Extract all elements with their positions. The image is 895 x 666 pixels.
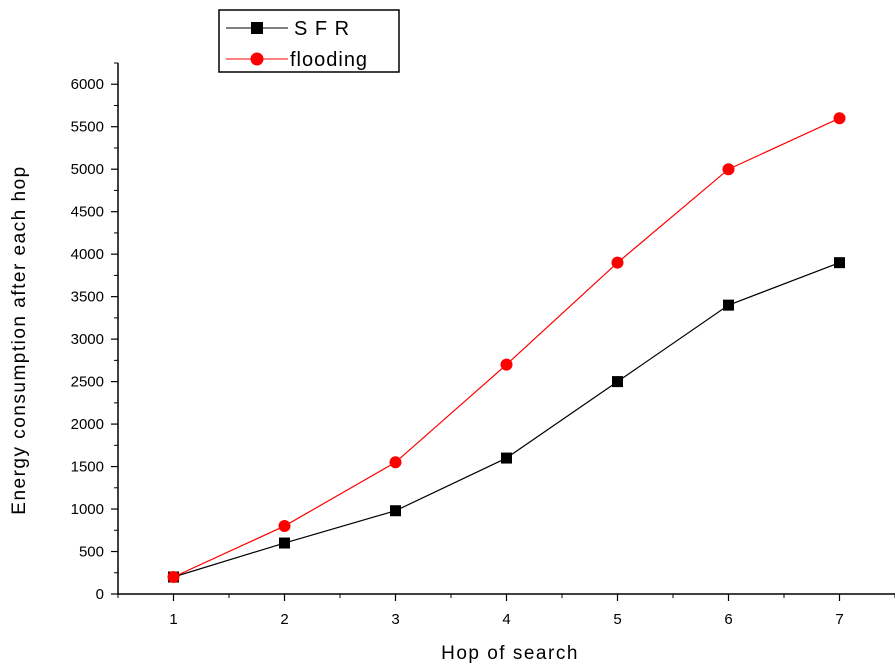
y-tick-label: 2500	[71, 374, 104, 391]
y-tick-label: 3500	[71, 289, 104, 306]
y-tick-label: 1500	[71, 459, 104, 476]
y-tick-label: 4000	[71, 246, 104, 263]
data-point-sfr	[612, 376, 623, 388]
x-tick-label: 4	[502, 611, 510, 628]
legend-label-sfr: S F R	[294, 18, 350, 40]
legend-box	[218, 9, 400, 73]
data-point-sfr	[390, 505, 401, 517]
legend-marker-flooding	[250, 52, 264, 66]
series-line-flooding	[173, 117, 840, 578]
y-tick-label: 3000	[71, 331, 104, 348]
data-point-sfr	[501, 452, 512, 464]
ticks: 0 500 1000 1500 2000 2500 3000 3500 4000 4500 5000…	[71, 62, 895, 628]
data-point-flooding	[389, 456, 402, 469]
data-point-sfr	[834, 257, 845, 269]
x-tick-label: 6	[724, 611, 732, 628]
data-point-flooding	[167, 571, 180, 584]
data-point-flooding	[500, 358, 513, 371]
x-tick-label: 7	[835, 611, 843, 628]
data-point-flooding	[833, 112, 846, 125]
y-tick-label: 2000	[71, 416, 104, 433]
y-axis-title: Energy consumption after each hop	[9, 165, 30, 514]
series-layer	[167, 112, 846, 584]
x-tick-label: 5	[613, 611, 621, 628]
x-tick-label: 1	[169, 611, 177, 628]
y-tick-label: 5000	[71, 161, 104, 178]
legend: S F R flooding	[218, 9, 400, 73]
legend-marker-sfr	[251, 22, 263, 34]
y-tick-label: 0	[96, 586, 104, 603]
axes	[117, 63, 895, 595]
data-point-flooding	[722, 163, 735, 176]
x-tick-label: 2	[280, 611, 288, 628]
data-point-sfr	[723, 299, 734, 311]
y-tick-label: 1000	[71, 501, 104, 518]
data-point-flooding	[611, 256, 624, 269]
data-point-sfr	[279, 537, 290, 549]
data-point-flooding	[278, 520, 291, 533]
y-tick-label: 500	[79, 544, 104, 561]
y-tick-label: 6000	[71, 76, 104, 93]
y-tick-label: 4500	[71, 204, 104, 221]
series-line-sfr	[173, 262, 840, 578]
x-axis-title: Hop of search	[441, 643, 579, 664]
legend-label-flooding: flooding	[290, 49, 368, 71]
x-tick-label: 3	[391, 611, 399, 628]
y-tick-label: 5500	[71, 119, 104, 136]
